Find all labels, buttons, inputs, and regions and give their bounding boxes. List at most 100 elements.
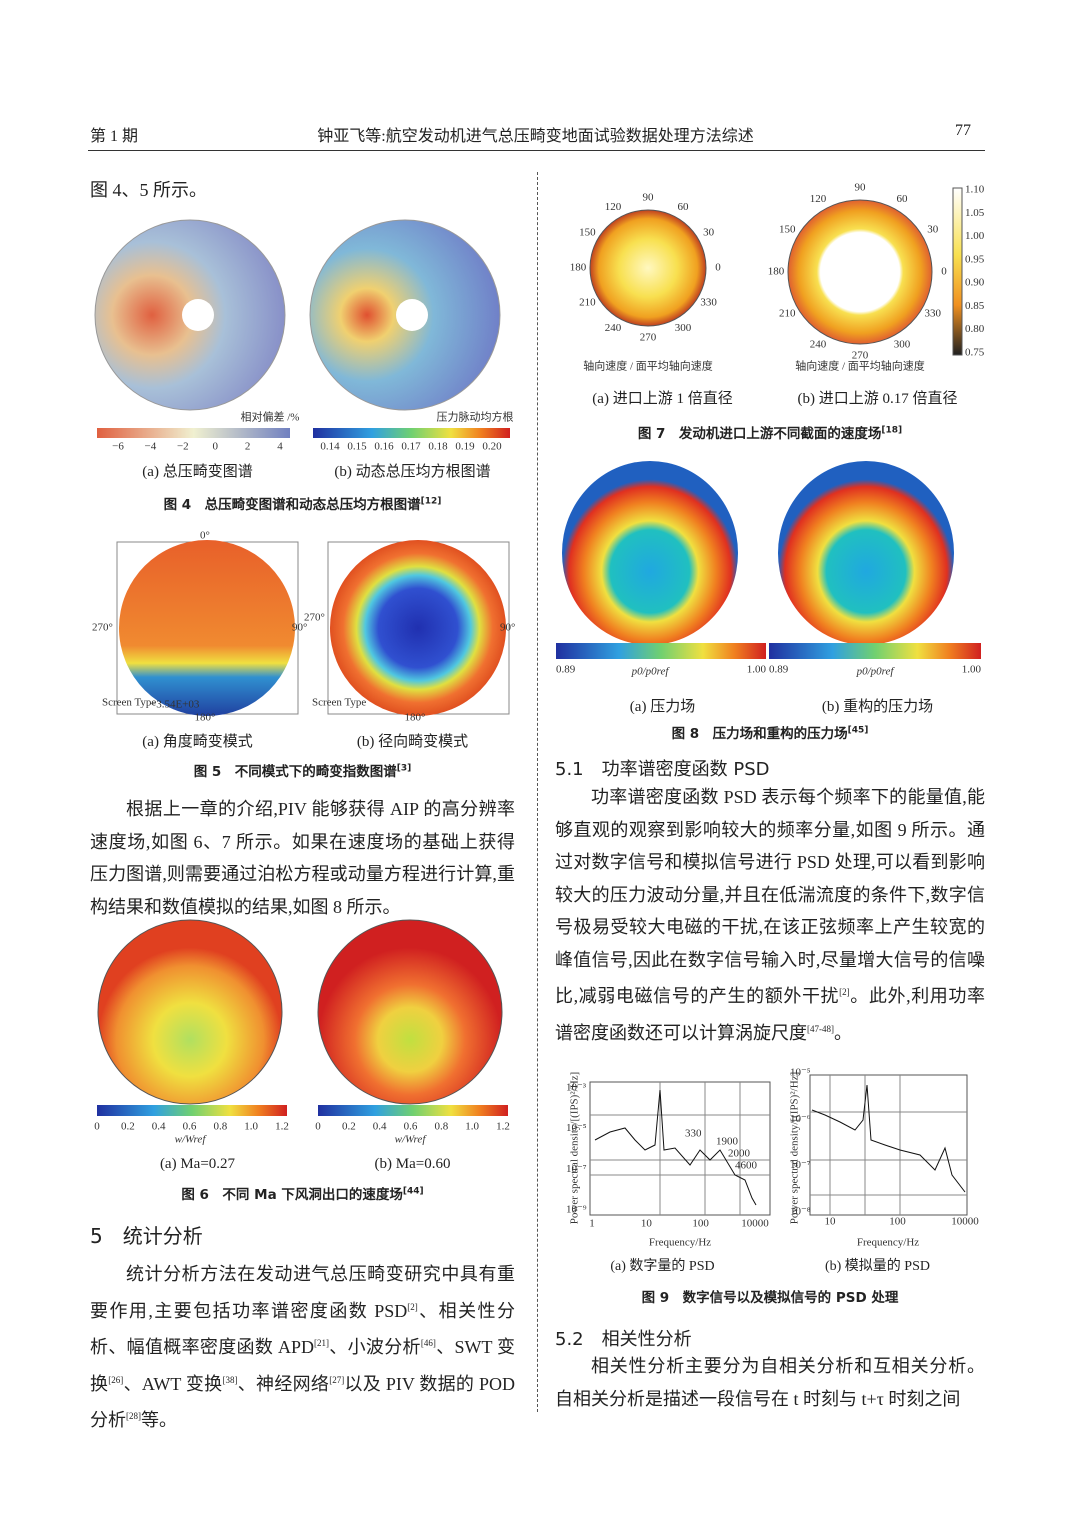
tick-label: 0.15 bbox=[347, 441, 367, 453]
citation: [3] bbox=[396, 763, 412, 774]
citation: [26] bbox=[108, 1374, 124, 1385]
text-run: 、相关性分析、幅值概率密度函数 APD bbox=[90, 1300, 515, 1358]
subcaption: (a) 数字量的 PSD bbox=[610, 1259, 715, 1274]
caption: 图 4 总压畸变图谱和动态总压均方根图谱[12] bbox=[90, 493, 515, 514]
citation: [28] bbox=[126, 1411, 141, 1421]
screen-type: Screen Type bbox=[312, 697, 366, 709]
tick-label: 10000 bbox=[951, 1216, 979, 1228]
tick-label: 100 bbox=[692, 1218, 709, 1230]
colorbar bbox=[556, 643, 766, 659]
tick-label: 10⁻⁵ bbox=[790, 1067, 811, 1079]
tick-label: 0.18 bbox=[428, 441, 448, 453]
annotation: 2000 bbox=[728, 1148, 751, 1160]
citation: [44] bbox=[402, 1186, 424, 1197]
text-run: 图 7 发动机进口上游不同截面的速度场 bbox=[637, 426, 882, 442]
text-run: 以及 PIV 数据的 POD 分析 bbox=[90, 1373, 516, 1431]
tick-label: 0.4 bbox=[373, 1121, 387, 1133]
citation: [47-48] bbox=[807, 1023, 834, 1034]
text-run: 。此外,利用功率谱密度函数还可以计算涡旋尺度 bbox=[555, 986, 986, 1043]
tick-label: 0 bbox=[315, 1121, 321, 1133]
angle-label: 240 bbox=[605, 322, 622, 334]
running-title: 钟亚飞等:航空发动机进气总压畸变地面试验数据处理方法综述 bbox=[317, 128, 754, 145]
colorbar-label: 相对偏差 /% bbox=[241, 410, 300, 424]
tick-label: 0.90 bbox=[965, 277, 985, 289]
tick-label: 0.20 bbox=[482, 441, 502, 453]
subcaption: (a) 进口上游 1 倍直径 bbox=[592, 391, 733, 407]
section-heading: 5.2 相关性分析 bbox=[555, 1329, 692, 1350]
text-run: 图 5 不同模式下的畸变指数图谱 bbox=[193, 764, 397, 780]
tick-label: 10000 bbox=[741, 1218, 769, 1230]
section-heading: 5.1 功率谱密度函数 PSD bbox=[555, 759, 770, 780]
tick-label: 0.80 bbox=[965, 323, 985, 335]
angle-label: 210 bbox=[579, 297, 596, 309]
tick-label: 1.0 bbox=[244, 1121, 258, 1133]
text-run: 相关性分析主要分为自相关分析和互相关分析。自相关分析是描述一段信号在 t 时刻与… bbox=[555, 1356, 985, 1409]
value-label: −3.54E+03 bbox=[150, 699, 200, 711]
angle-label: 180° bbox=[195, 712, 216, 724]
tick-label: 0.14 bbox=[320, 441, 340, 453]
hub bbox=[396, 299, 428, 331]
caption: 图 6 不同 Ma 下风洞出口的速度场[44] bbox=[90, 1183, 515, 1204]
subcaption: (a) 压力场 bbox=[629, 699, 696, 715]
tick-label: 10⁻⁵ bbox=[566, 1122, 587, 1134]
angle-label: 270 bbox=[852, 350, 869, 362]
citation: [27] bbox=[329, 1374, 345, 1385]
angle-label: 90 bbox=[855, 182, 867, 194]
text-run: 、SWT 变换 bbox=[90, 1337, 516, 1394]
subcaption: (a) 总压畸变图谱 bbox=[142, 464, 253, 480]
colorbar bbox=[97, 428, 290, 438]
angle-label: 180 bbox=[570, 262, 587, 274]
subcaption: (b) 径向畸变模式 bbox=[356, 734, 469, 750]
colorbar-max: 1.00 bbox=[962, 664, 982, 676]
angle-label: 0° bbox=[200, 530, 210, 542]
text-run: 图 4、5 所示。 bbox=[90, 180, 207, 200]
angle-label: 300 bbox=[675, 322, 692, 334]
tick-label: 0.6 bbox=[183, 1121, 197, 1133]
text-run: 根据上一章的介绍,PIV 能够获得 AIP 的高分辨率速度场,如图 6、7 所示… bbox=[90, 799, 515, 917]
citation: [2] bbox=[407, 1301, 418, 1312]
polar-map bbox=[787, 199, 933, 345]
subcaption: (a) 角度畸变模式 bbox=[142, 734, 253, 750]
colorbar-label: p0/p0ref bbox=[631, 666, 671, 678]
text-run: 统计分析方法在发动进气总压畸变研究中具有重要作用,主要包括功率谱密度函数 PSD bbox=[90, 1264, 515, 1321]
issue: 第 1 期 bbox=[90, 128, 139, 145]
tick-label: 10⁻⁹ bbox=[566, 1204, 587, 1216]
angle-label: 270° bbox=[92, 622, 113, 634]
contour-map bbox=[562, 461, 738, 645]
contour-map bbox=[317, 919, 503, 1105]
angle-label: 30 bbox=[703, 227, 715, 239]
subcaption: (a) Ma=0.27 bbox=[159, 1156, 236, 1172]
paragraph: 相关性分析主要分为自相关分析和互相关分析。自相关分析是描述一段信号在 t 时刻与… bbox=[555, 1350, 985, 1415]
tick-label: −6 bbox=[112, 441, 124, 453]
text-run: 功率谱密度函数 PSD 表示每个频率下的能量值,能够直观的观察到影响较大的频率分… bbox=[555, 787, 985, 1006]
angle-label: 0 bbox=[941, 266, 947, 278]
subcaption: (b) 动态总压均方根图谱 bbox=[334, 464, 491, 480]
angle-label: 240 bbox=[810, 338, 827, 350]
tick-label: 1 bbox=[589, 1218, 595, 1230]
citation: [21] bbox=[313, 1338, 329, 1348]
axis-label: Frequency/Hz bbox=[649, 1237, 711, 1249]
column-rule bbox=[537, 172, 538, 1412]
text-run: 。 bbox=[834, 1022, 852, 1043]
tick-label: −2 bbox=[177, 441, 189, 453]
citation: [2] bbox=[839, 987, 850, 997]
text-run: 等。 bbox=[141, 1410, 177, 1430]
angle-label: 300 bbox=[894, 338, 911, 350]
tick-label: 1.10 bbox=[965, 184, 985, 196]
subcaption: (b) 重构的压力场 bbox=[821, 699, 934, 715]
angle-label: 270° bbox=[304, 612, 325, 624]
text-run: 图 6 不同 Ma 下风洞出口的速度场 bbox=[181, 1187, 403, 1203]
angle-label: 210 bbox=[779, 308, 796, 320]
tick-label: −4 bbox=[145, 441, 157, 453]
citation: [12] bbox=[420, 496, 442, 507]
tick-label: 0 bbox=[212, 441, 218, 453]
tick-label: 0.4 bbox=[152, 1121, 166, 1133]
contour-map bbox=[330, 540, 506, 716]
colorbar-label: p0/p0ref bbox=[856, 666, 896, 678]
tick-label: 0.75 bbox=[965, 347, 985, 359]
header-rule bbox=[88, 150, 985, 151]
angle-label: 180 bbox=[768, 266, 785, 278]
angle-label: 120 bbox=[810, 193, 827, 205]
tick-label: 10 bbox=[641, 1218, 653, 1230]
